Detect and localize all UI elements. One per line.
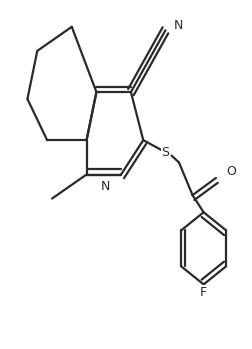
Text: O: O [226, 165, 236, 178]
Text: N: N [174, 18, 183, 32]
Text: N: N [100, 180, 110, 193]
Text: F: F [200, 286, 207, 299]
Text: S: S [162, 146, 169, 159]
